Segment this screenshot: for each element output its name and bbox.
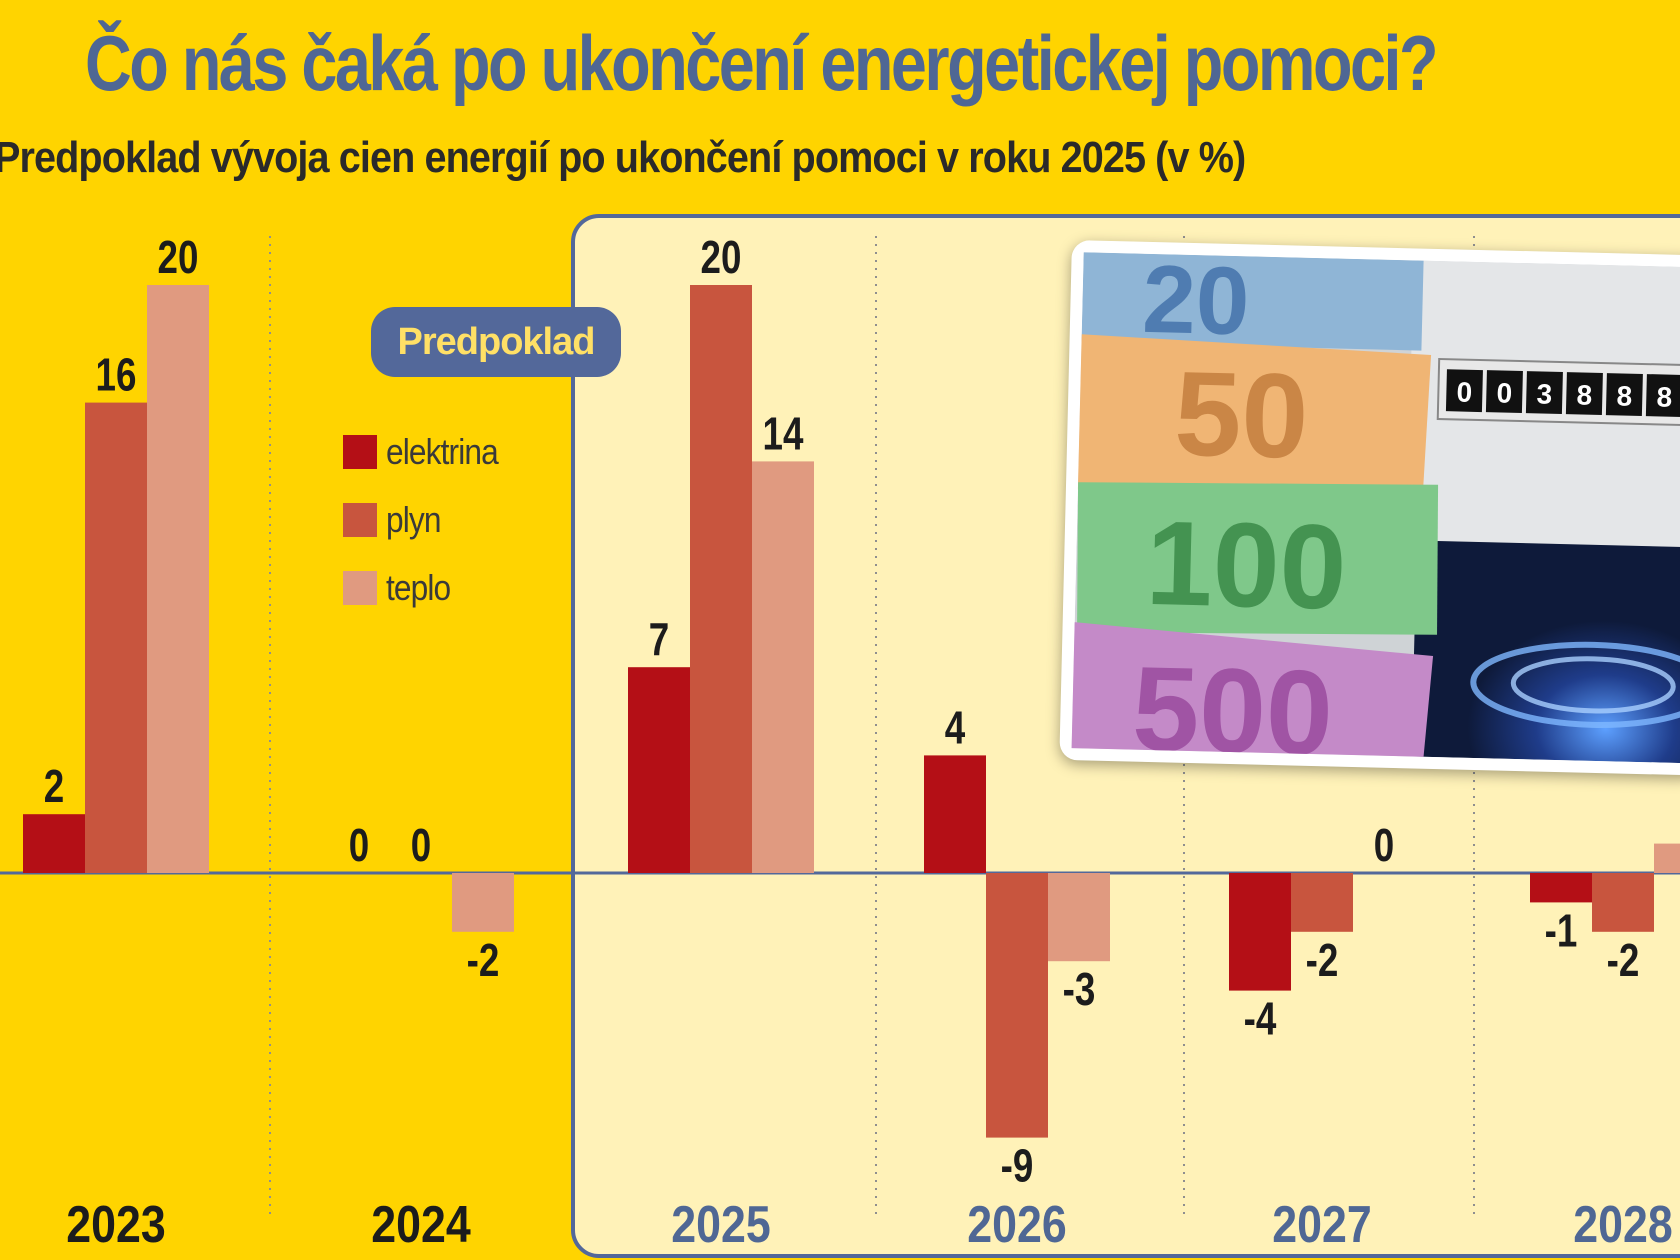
- banknote-500-label: 500: [1131, 642, 1334, 764]
- bar-teplo-2024: [452, 873, 514, 932]
- chart-title: Čo nás čaká po ukončení energetickej pom…: [85, 19, 1439, 107]
- category-label-2026: 2026: [967, 1196, 1066, 1254]
- legend-label-plyn: plyn: [386, 499, 441, 540]
- data-label-teplo-2027: 0: [1374, 819, 1394, 871]
- bar-plyn-2025: [690, 285, 752, 873]
- bar-teplo-2028: [1654, 843, 1680, 873]
- bar-elektrina-2026: [924, 755, 986, 873]
- category-label-2024: 2024: [371, 1196, 470, 1254]
- bar-teplo-2025: [752, 461, 814, 873]
- meter-digit: 3: [1536, 378, 1552, 409]
- legend: elektrina plyn teplo: [343, 418, 513, 622]
- bar-teplo-2023: [147, 285, 209, 873]
- meter-digit: 8: [1656, 381, 1672, 412]
- bar-elektrina-2027: [1229, 873, 1291, 991]
- data-label-teplo-2024: -2: [467, 934, 500, 986]
- banknote-500-icon: 500: [1071, 622, 1434, 764]
- legend-swatch-teplo: [343, 571, 377, 605]
- banknote-50-label: 50: [1173, 347, 1310, 484]
- bar-teplo-2026: [1048, 873, 1110, 962]
- banknote-100-icon: 100: [1077, 482, 1439, 635]
- meter-digit: 8: [1616, 380, 1632, 411]
- bar-elektrina-2025: [628, 667, 690, 873]
- data-label-teplo-2023: 20: [158, 231, 199, 283]
- data-label-elektrina-2026: 4: [945, 701, 965, 753]
- data-label-teplo-2026: -3: [1063, 963, 1096, 1015]
- legend-item-elektrina: elektrina: [343, 418, 513, 486]
- energy-money-photo: 0 0 3 8 8 8 20 50 100 500: [1059, 240, 1680, 776]
- meter-digit: 0: [1456, 376, 1472, 407]
- meter-digit: 0: [1496, 377, 1512, 408]
- meter-digits: 0 0 3 8 8 8: [1445, 369, 1680, 417]
- data-label-plyn-2026: -9: [1001, 1140, 1034, 1192]
- data-label-plyn-2025: 20: [701, 231, 742, 283]
- data-label-elektrina-2027: -4: [1244, 993, 1277, 1045]
- chart-subtitle: Predpoklad vývoja cien energií po ukonče…: [0, 133, 1246, 182]
- legend-item-plyn: plyn: [343, 486, 513, 554]
- data-label-plyn-2028: -2: [1607, 934, 1640, 986]
- category-label-2025: 2025: [671, 1196, 770, 1254]
- data-label-teplo-2025: 14: [763, 407, 804, 459]
- legend-item-teplo: teplo: [343, 554, 513, 622]
- banknote-50-icon: 50: [1072, 334, 1432, 510]
- legend-swatch-elektrina: [343, 435, 377, 469]
- category-label-2027: 2027: [1272, 1196, 1371, 1254]
- data-label-plyn-2023: 16: [96, 349, 137, 401]
- euro-banknotes-meter-gas-flame-photo: 0 0 3 8 8 8 20 50 100 500: [1071, 252, 1680, 764]
- bar-plyn-2023: [85, 402, 147, 873]
- data-label-elektrina-2028: -1: [1545, 904, 1578, 956]
- data-label-elektrina-2023: 2: [44, 760, 64, 812]
- category-label-2028: 2028: [1573, 1196, 1672, 1254]
- legend-label-teplo: teplo: [386, 567, 451, 608]
- bar-plyn-2027: [1291, 873, 1353, 932]
- banknote-20-icon: 20: [1081, 252, 1424, 355]
- data-label-elektrina-2024: 0: [349, 819, 369, 871]
- bar-elektrina-2023: [23, 814, 85, 873]
- meter-digit: 8: [1576, 379, 1592, 410]
- bar-plyn-2026: [986, 873, 1048, 1138]
- data-label-plyn-2027: -2: [1306, 934, 1339, 986]
- data-label-plyn-2024: 0: [411, 819, 431, 871]
- category-label-2023: 2023: [66, 1196, 165, 1254]
- bar-elektrina-2028: [1530, 873, 1592, 903]
- data-label-elektrina-2025: 7: [649, 613, 669, 665]
- banknote-100-label: 100: [1144, 496, 1347, 635]
- bar-plyn-2028: [1592, 873, 1654, 932]
- forecast-badge: Predpoklad: [371, 307, 621, 377]
- banknote-20-label: 20: [1141, 252, 1250, 355]
- legend-swatch-plyn: [343, 503, 377, 537]
- legend-label-elektrina: elektrina: [386, 431, 499, 472]
